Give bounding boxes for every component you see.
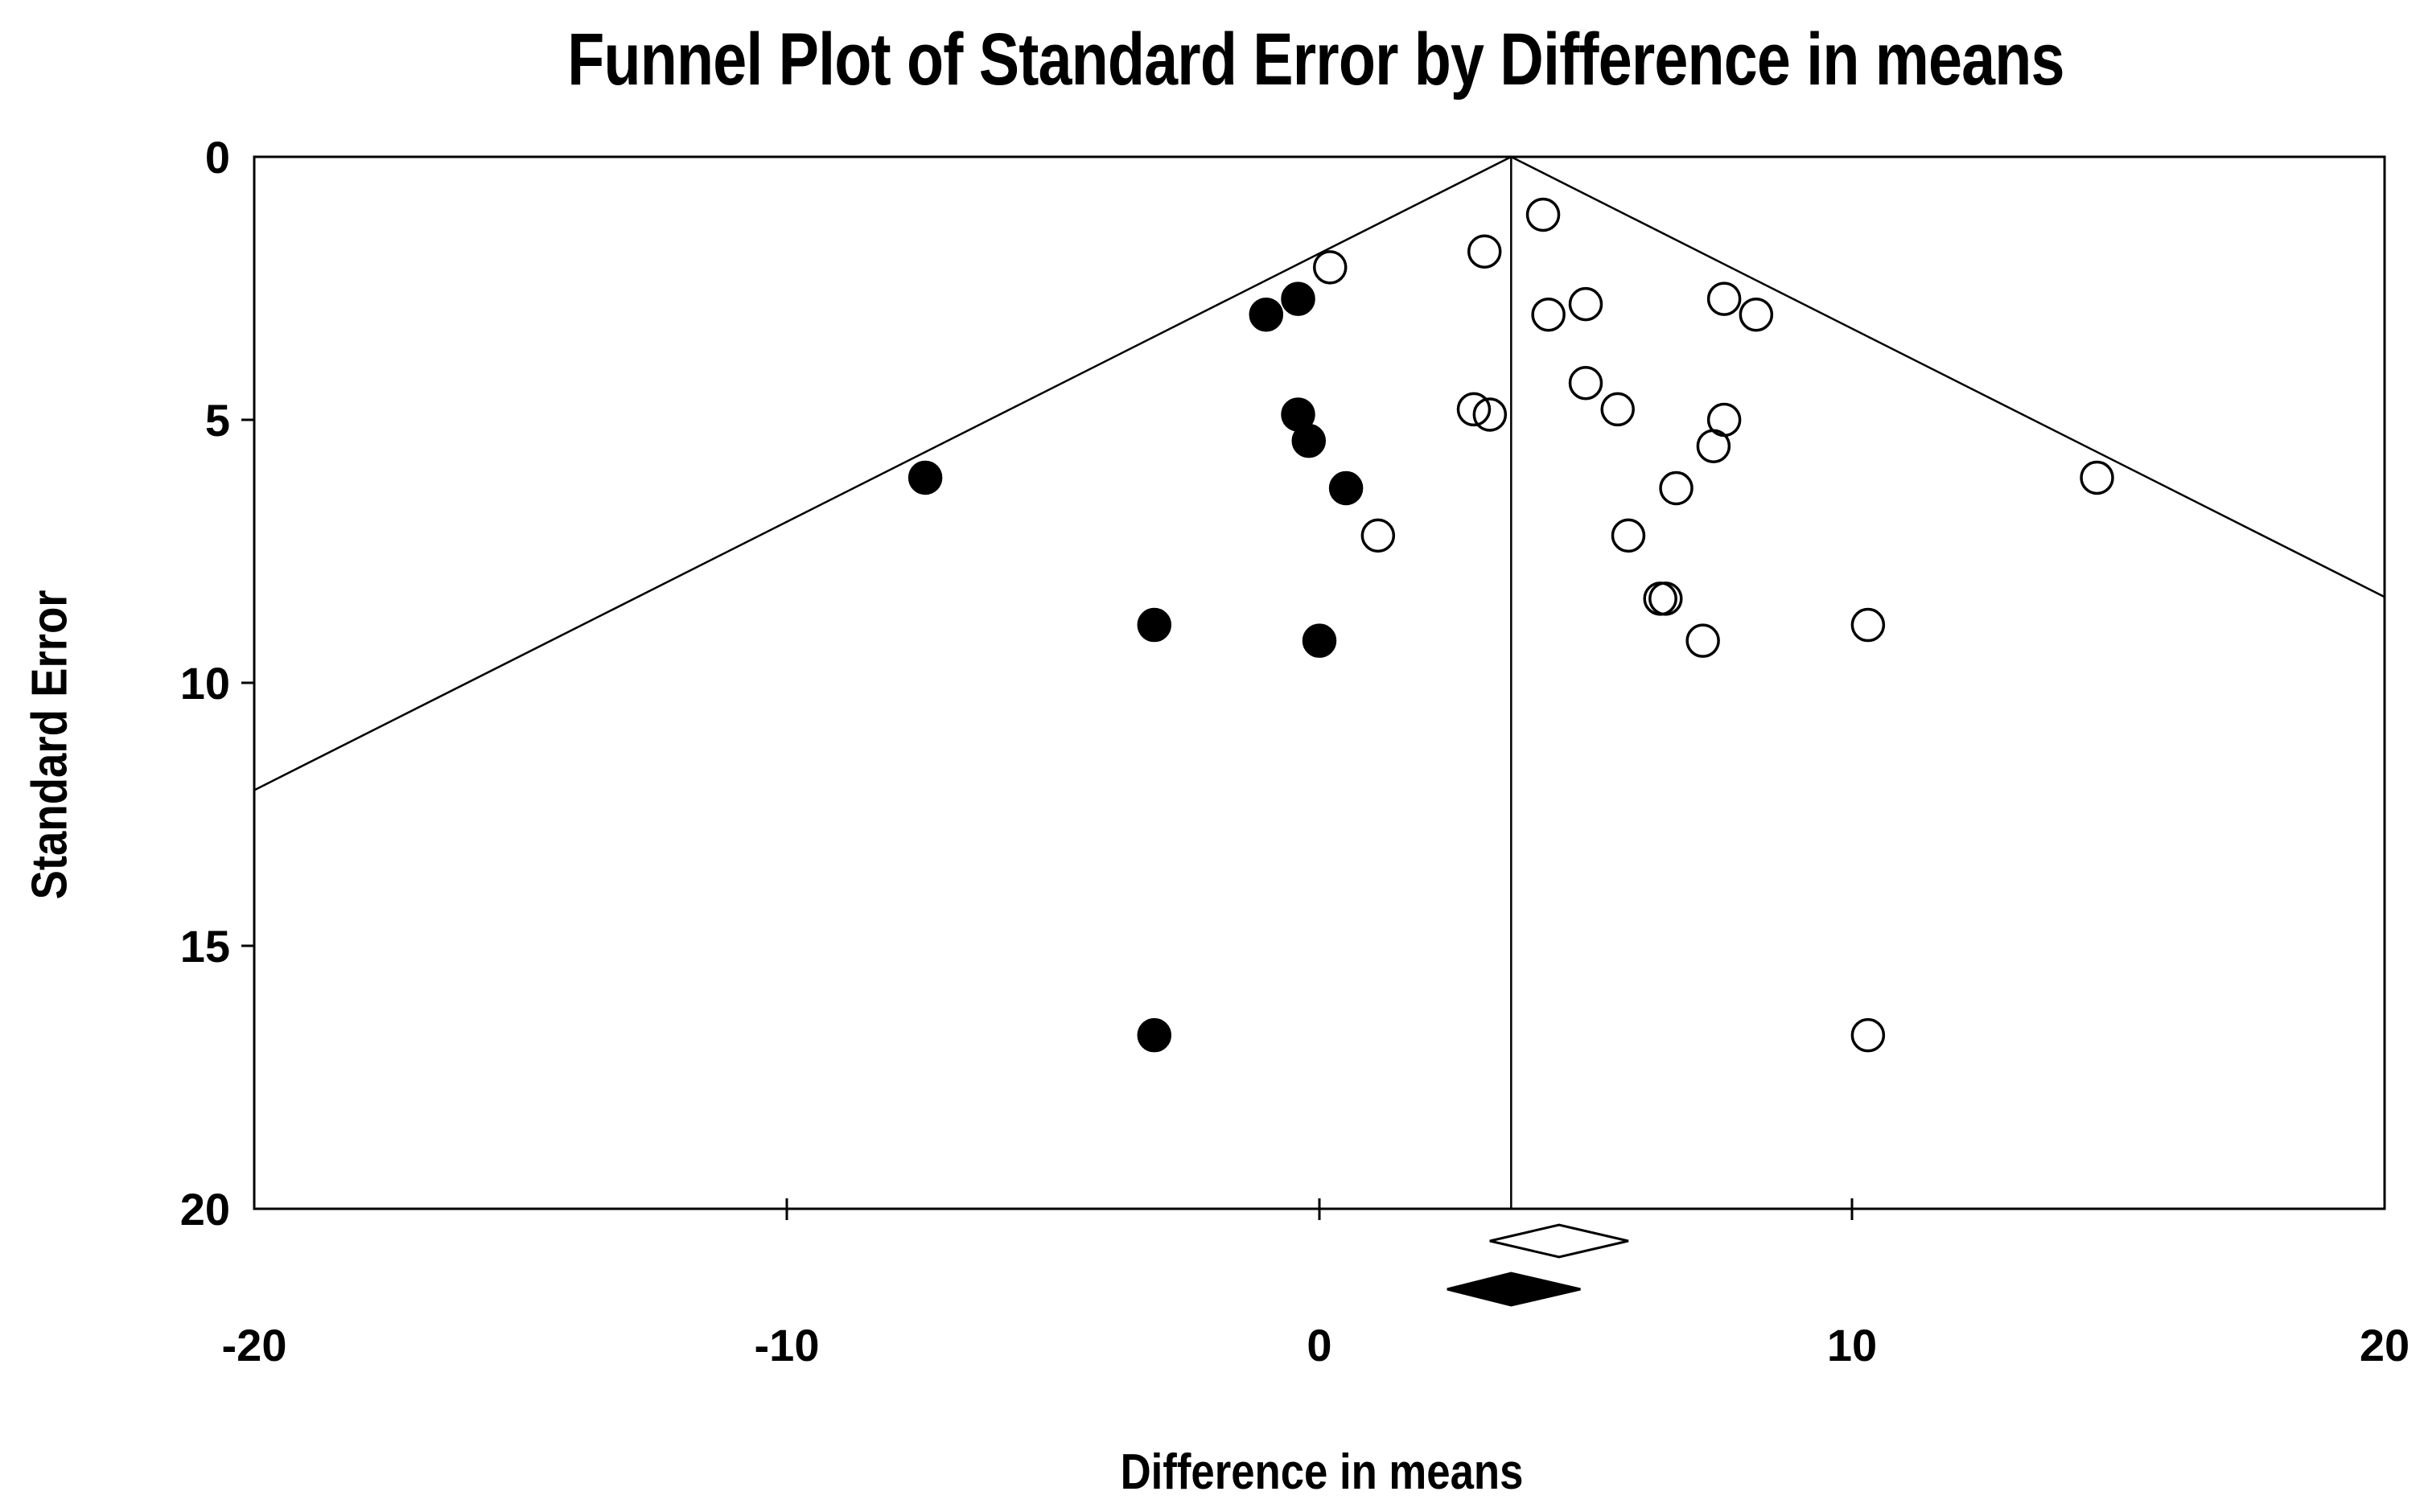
- chart-layer: [253, 155, 2385, 1307]
- x-tick-label-20: 20: [2360, 1320, 2410, 1370]
- observed-study-point: [1611, 518, 1646, 553]
- x-tick-label-neg20: -20: [222, 1320, 287, 1370]
- adjusted-combined-effect-diamond: [1447, 1272, 1581, 1307]
- imputed-study-point: [1249, 297, 1284, 332]
- imputed-study-point: [907, 460, 943, 495]
- observed-study-point: [1850, 607, 1886, 643]
- y-tick-label-10: 10: [180, 658, 230, 709]
- x-tick-label-10: 10: [1827, 1320, 1877, 1370]
- observed-study-point: [1456, 392, 1492, 427]
- observed-combined-effect-diamond: [1489, 1223, 1629, 1259]
- observed-study-point: [1467, 234, 1502, 269]
- chart-title: Funnel Plot of Standard Error by Differe…: [104, 18, 2424, 102]
- observed-study-point: [1568, 286, 1603, 322]
- imputed-study-point: [1137, 1017, 1172, 1053]
- observed-study-point: [1648, 581, 1683, 616]
- observed-study-point: [1525, 197, 1561, 232]
- observed-study-point: [1360, 518, 1396, 553]
- plot-frame: [253, 155, 2386, 1210]
- y-tick-label-0: 0: [205, 132, 230, 183]
- observed-study-point: [1568, 365, 1603, 401]
- x-tick-label-0: 0: [1307, 1320, 1331, 1370]
- x-tick-label-neg10: -10: [755, 1320, 820, 1370]
- funnel-left-limit-line: [253, 155, 1512, 791]
- observed-study-point: [1659, 470, 1694, 506]
- observed-study-point: [1739, 297, 1774, 332]
- observed-study-point: [1696, 429, 1731, 463]
- observed-study-point: [1472, 397, 1508, 432]
- imputed-study-point: [1302, 623, 1337, 658]
- y-tick-label-20: 20: [180, 1184, 230, 1235]
- x-axis-label: Difference in means: [1120, 1444, 1524, 1500]
- imputed-study-point: [1328, 470, 1364, 506]
- observed-study-point: [1312, 250, 1348, 285]
- imputed-study-point: [1281, 281, 1315, 316]
- observed-study-point: [1685, 623, 1720, 658]
- observed-study-point: [1600, 392, 1635, 427]
- y-tick-label-5: 5: [205, 395, 230, 446]
- observed-study-point: [1850, 1017, 1886, 1053]
- observed-study-point: [2080, 460, 2114, 495]
- chart-title-text: Funnel Plot of Standard Error by Differe…: [567, 18, 2064, 101]
- observed-study-point: [1706, 281, 1742, 316]
- imputed-study-point: [1291, 423, 1327, 458]
- imputed-study-point: [1137, 607, 1172, 643]
- funnel-right-limit-line: [1510, 155, 2385, 598]
- observed-study-point: [1531, 297, 1566, 332]
- y-tick-label-15: 15: [180, 921, 230, 972]
